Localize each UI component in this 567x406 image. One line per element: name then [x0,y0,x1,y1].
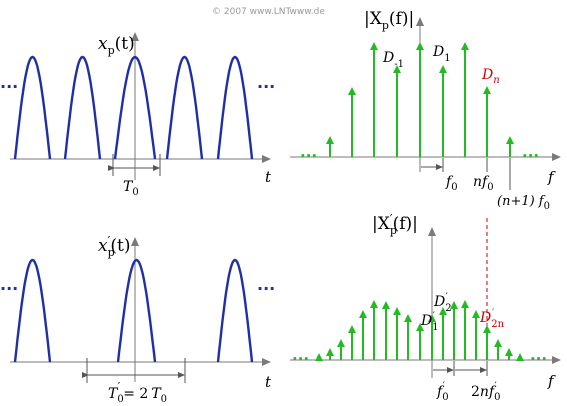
ellipsis-right: ... [530,346,547,364]
frequency-axis-label: f [547,168,556,186]
coef-label-d2: D2′ [433,292,452,314]
coef-label-d2n: D2n′ [479,308,505,330]
arch-series-bottom [13,258,254,363]
ellipsis-right: ... [522,143,539,161]
signal-arch [216,258,254,363]
signal-arch [113,55,157,160]
coef-label-d1: D1′ [420,311,439,333]
spectrum-title: |Xp′(f)| [372,212,418,237]
signal-arch [13,258,52,363]
spectrum-panel-bottom: ... ... |Xp′(f)| f D2′ D1′ D2n′ f0′ 2nf0… [290,212,561,403]
nf0-label: nf0 [473,174,494,193]
spectral-lines-top [326,42,514,157]
time-panel-bottom: ... ... xp′(t) t T0′ = 2 T0 [0,234,275,405]
coef-label-d-minus1: D-1 [382,50,404,70]
coef-label-d1: D1 [432,44,451,64]
f0-label: f0′ [436,381,449,403]
copyright-text: © 2007 www.LNTwww.de [212,7,325,17]
time-axis-label: t [265,373,272,391]
arch-series-top [13,55,254,160]
ellipsis-right: ... [257,73,275,92]
signal-arch [165,55,204,160]
period-label: T0 [123,179,139,198]
spectrum-panel-top: ... ... |Xp(f)| f D-1 D1 Dn f0 nf0 (n+1)… [290,9,561,212]
ellipsis-right: ... [257,275,275,294]
signal-arch [216,55,254,160]
signal-arch [63,55,102,160]
time-panel-top: ... ... xp(t) t T0 [0,32,275,198]
signal-arch [116,258,157,363]
f0-label: f0 [445,174,458,193]
ellipsis-left: ... [300,143,317,161]
time-axis-label: t [265,168,272,186]
coef-label-dn: Dn [481,67,500,86]
ellipsis-left: ... [0,275,18,294]
signal-arch [13,55,52,160]
ellipsis-left: ... [292,346,309,364]
n1f0-label: (n+1) f0 [497,194,550,212]
frequency-axis-label: f [547,372,556,390]
signal-label: xp′(t) [98,234,130,259]
signal-label: xp(t) [98,34,135,57]
period-label: T0′ = 2 T0 [108,380,167,405]
nf0-label: 2nf0′ [471,381,501,403]
spectral-lines-bottom [315,300,524,361]
ellipsis-left: ... [0,73,18,92]
spectrum-title: |Xp(f)| [364,9,414,32]
